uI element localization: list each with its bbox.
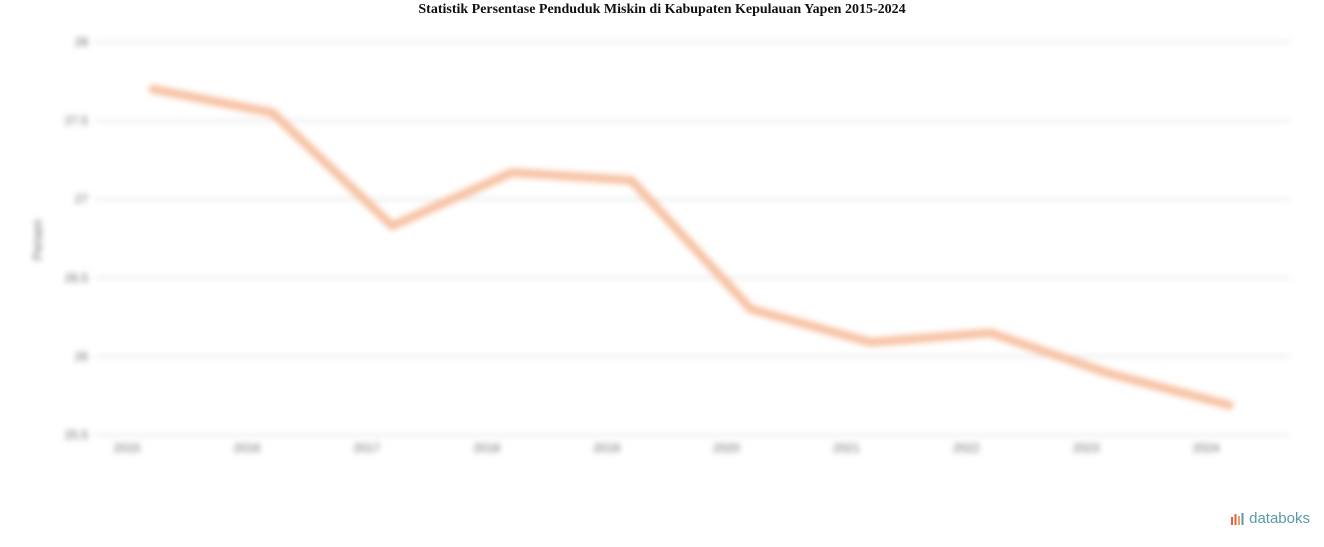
y-tick-label: 26 xyxy=(75,349,89,363)
data-point xyxy=(627,176,636,185)
x-tick-label: 2015 xyxy=(114,441,141,455)
data-point xyxy=(986,328,995,337)
databoks-logo-icon xyxy=(1231,512,1244,525)
y-tick-label: 27.5 xyxy=(65,114,89,128)
y-tick-labels: 25.5 26 26.5 27 27.5 28 xyxy=(65,35,89,442)
y-tick-label: 27 xyxy=(75,192,89,206)
databoks-logo: databoks xyxy=(1230,510,1310,527)
data-point xyxy=(747,305,755,314)
y-tick-label: 28 xyxy=(75,35,89,49)
x-tick-label: 2023 xyxy=(1073,441,1100,455)
data-point xyxy=(268,108,277,117)
data-point xyxy=(388,221,397,230)
data-point xyxy=(149,85,157,94)
x-tick-label: 2018 xyxy=(473,441,500,455)
x-tick-label: 2020 xyxy=(713,441,740,455)
data-point xyxy=(1105,369,1114,378)
y-tick-label: 25.5 xyxy=(65,428,89,442)
data-point xyxy=(507,168,516,177)
y-axis-label: Persen xyxy=(30,219,45,260)
logo-text: databoks xyxy=(1249,510,1310,527)
series-line xyxy=(148,84,1234,410)
chart-title: Statistik Persentase Penduduk Miskin di … xyxy=(418,2,906,17)
x-tick-label: 2019 xyxy=(593,441,620,455)
y-tick-label: 26.5 xyxy=(65,271,89,285)
data-point xyxy=(866,338,875,347)
gridlines xyxy=(95,41,1290,436)
x-tick-label: 2017 xyxy=(353,441,380,455)
data-point xyxy=(1225,401,1234,410)
x-tick-label: 2021 xyxy=(833,441,860,455)
x-tick-labels: 2015 2016 2017 2018 2019 2020 2021 2022 2023 2024 xyxy=(114,441,1220,455)
data-points xyxy=(149,85,1234,410)
x-tick-label: 2024 xyxy=(1193,441,1220,455)
x-tick-label: 2016 xyxy=(234,441,261,455)
x-tick-label: 2022 xyxy=(953,441,980,455)
